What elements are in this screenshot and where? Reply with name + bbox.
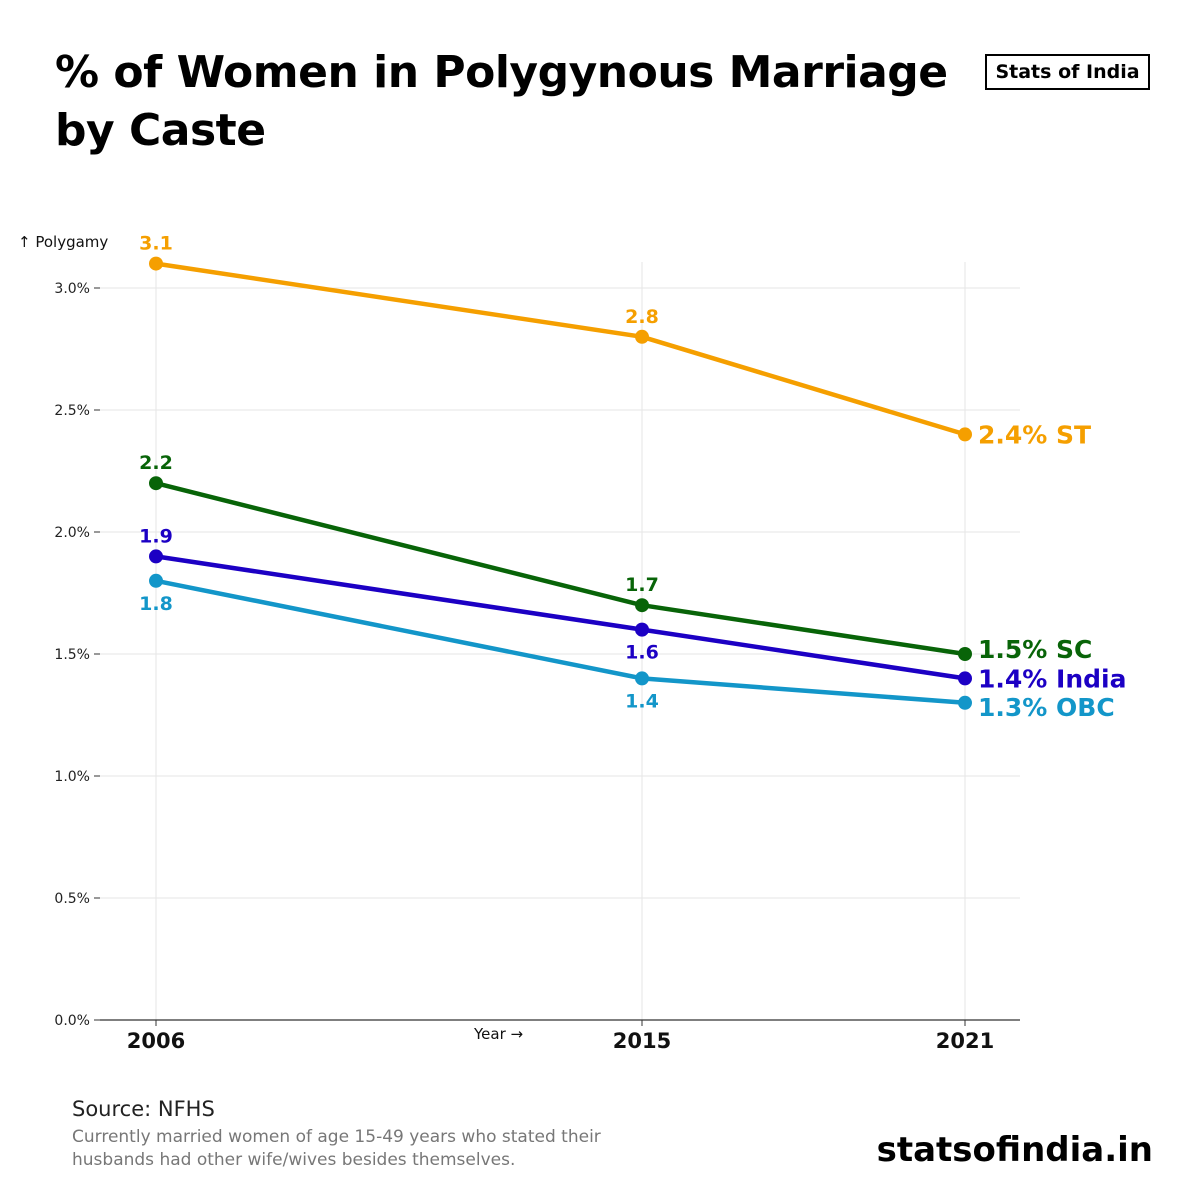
series-end-label: 1.5% SC [978,635,1092,664]
y-tick-label: 2.5% [54,403,90,419]
data-label: 1.4 [625,690,659,712]
x-tick-label: 2015 [613,1029,671,1053]
data-point-india [958,671,972,686]
series-end-label: 2.4% ST [978,420,1091,449]
y-tick-label: 1.5% [54,647,90,663]
y-tick-label: 0.0% [54,1013,90,1029]
data-label: 2.8 [625,306,659,328]
data-point-india [149,549,163,564]
data-point-st [149,256,163,271]
y-tick-label: 2.0% [54,525,90,541]
data-label: 1.9 [139,525,173,547]
series-line-st [153,261,968,437]
data-point-sc [958,647,972,661]
data-label: 2.2 [139,452,173,474]
data-point-obc [958,695,972,710]
x-tick-label: 2021 [936,1029,994,1053]
series-end-label: 1.3% OBC [978,693,1115,722]
data-point-sc [635,598,649,613]
data-point-st [635,329,649,344]
y-axis-label: ↑ Polygamy [18,233,108,251]
grid-lines [100,262,1020,1020]
y-tick-label: 1.0% [54,769,90,785]
brand-badge: Stats of India [985,54,1150,90]
data-point-india [635,622,649,637]
chart-title: % of Women in Polygynous Marriage by Cas… [55,47,948,156]
y-tick-label: 0.5% [54,891,90,907]
footnote-text: Currently married women of age 15-49 yea… [72,1127,601,1170]
data-point-sc [149,476,163,491]
series-line-obc [153,578,968,706]
data-label: 1.6 [625,642,659,664]
data-labels: 3.1 2.8 2.4% ST 2.2 1.7 1.5% SC 1.9 1.6 1.4% Ind… [139,233,1126,722]
source-text: Source: NFHS [72,1097,215,1121]
series-lines [149,256,972,710]
data-point-st [958,427,972,442]
data-point-obc [149,573,163,588]
data-point-obc [635,671,649,686]
site-url: statsofindia.in [876,1130,1153,1170]
data-label: 1.8 [139,593,173,615]
data-label: 3.1 [139,233,173,255]
x-tick-label: 2006 [127,1029,185,1053]
x-axis-label: Year → [473,1025,523,1043]
series-line-sc [153,480,968,657]
y-tick-label: 3.0% [54,281,90,297]
axes: 0.0% 0.5% 1.0% 1.5% 2.0% 2.5% 3.0% 2006 2015 2021… [18,233,1020,1053]
data-label: 1.7 [625,574,659,596]
series-end-label: 1.4% India [978,664,1126,693]
